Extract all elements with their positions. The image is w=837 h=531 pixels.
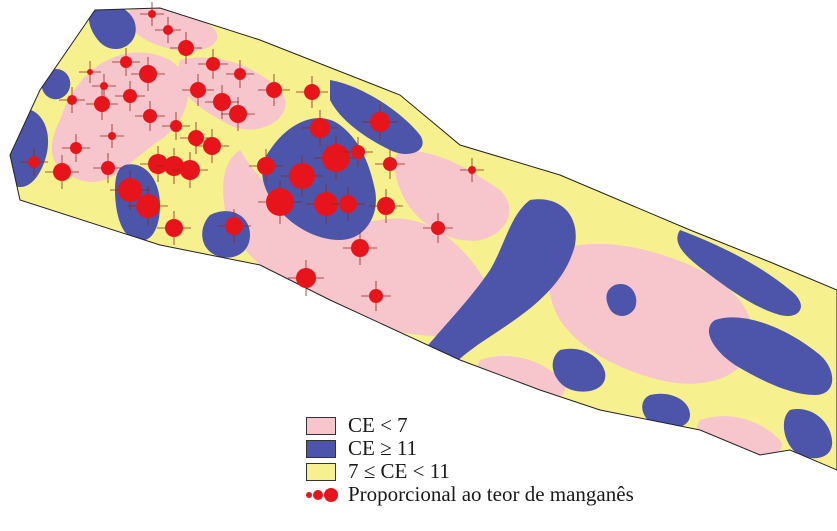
dot-large bbox=[324, 487, 338, 502]
sample-point bbox=[339, 195, 357, 213]
legend-label-low: CE < 7 bbox=[348, 413, 408, 437]
zone-high bbox=[677, 230, 801, 316]
sample-point bbox=[143, 109, 157, 123]
sample-point bbox=[468, 166, 476, 174]
sample-point bbox=[296, 268, 316, 288]
sample-point bbox=[383, 157, 397, 171]
sample-point bbox=[136, 194, 160, 218]
sample-point bbox=[369, 289, 383, 303]
sample-point bbox=[53, 163, 71, 181]
sample-point bbox=[67, 95, 77, 105]
sample-point bbox=[351, 145, 365, 159]
sample-point bbox=[100, 82, 108, 90]
sample-point bbox=[289, 163, 315, 189]
legend-swatch-high bbox=[306, 439, 336, 458]
legend-item-points: Proporcional ao teor de manganês bbox=[306, 483, 746, 506]
sample-point bbox=[165, 219, 183, 237]
sample-point bbox=[148, 10, 156, 18]
sample-point bbox=[431, 221, 445, 235]
zone-low bbox=[394, 150, 510, 241]
zone-high bbox=[202, 211, 250, 258]
sample-point bbox=[310, 118, 330, 138]
zone-high bbox=[642, 393, 690, 429]
sample-point bbox=[120, 56, 132, 68]
sample-point bbox=[266, 82, 282, 98]
legend-label-points: Proporcional ao teor de manganês bbox=[348, 482, 634, 506]
sample-point bbox=[257, 157, 275, 175]
sample-point bbox=[266, 188, 294, 216]
sample-point bbox=[163, 25, 173, 35]
legend-item-high: CE ≥ 11 bbox=[306, 437, 746, 460]
sample-point bbox=[108, 132, 116, 140]
sample-point bbox=[322, 144, 350, 172]
sample-point bbox=[148, 154, 168, 174]
sample-point bbox=[377, 197, 395, 215]
sample-point bbox=[190, 82, 206, 98]
zone-high bbox=[606, 284, 637, 316]
sample-point bbox=[351, 239, 369, 257]
dot-medium bbox=[313, 489, 323, 500]
legend: CE < 7 CE ≥ 11 7 ≤ CE < 11 Proporcional … bbox=[306, 414, 746, 506]
proportional-dots-icon bbox=[306, 487, 340, 502]
sample-point bbox=[139, 65, 157, 83]
zone-high bbox=[88, 8, 136, 49]
sample-point bbox=[229, 105, 247, 123]
sample-point bbox=[213, 93, 231, 111]
sample-point bbox=[28, 156, 40, 168]
sample-point bbox=[206, 57, 220, 71]
legend-item-low: CE < 7 bbox=[306, 414, 746, 437]
zone-high bbox=[552, 348, 606, 392]
legend-swatch-low bbox=[306, 416, 336, 435]
sample-point bbox=[94, 96, 110, 112]
sample-point bbox=[234, 68, 246, 80]
sample-point bbox=[225, 217, 243, 235]
legend-label-mid: 7 ≤ CE < 11 bbox=[348, 459, 450, 483]
zone-high bbox=[708, 317, 833, 395]
zone-high bbox=[783, 409, 833, 459]
legend-swatch-mid bbox=[306, 462, 336, 481]
legend-label-high: CE ≥ 11 bbox=[348, 436, 418, 460]
zone-high bbox=[420, 199, 576, 407]
sample-point bbox=[314, 192, 338, 216]
sample-points bbox=[20, 2, 484, 311]
zone-low bbox=[51, 52, 189, 182]
sample-point bbox=[203, 137, 221, 155]
sample-point bbox=[123, 89, 137, 103]
sample-point bbox=[304, 84, 320, 100]
field-outline bbox=[9, 7, 837, 471]
legend-item-mid: 7 ≤ CE < 11 bbox=[306, 460, 746, 483]
sample-point bbox=[118, 178, 142, 202]
sample-point bbox=[178, 40, 194, 56]
sample-point bbox=[188, 130, 204, 146]
dot-small bbox=[306, 491, 312, 498]
sample-point bbox=[164, 156, 184, 176]
sample-point bbox=[170, 120, 182, 132]
sample-point bbox=[70, 142, 82, 154]
zone-low bbox=[178, 57, 286, 130]
sample-point bbox=[180, 160, 200, 180]
zone-low bbox=[548, 243, 753, 384]
sample-point bbox=[370, 112, 390, 132]
sample-point bbox=[101, 161, 115, 175]
sample-point bbox=[87, 69, 93, 75]
